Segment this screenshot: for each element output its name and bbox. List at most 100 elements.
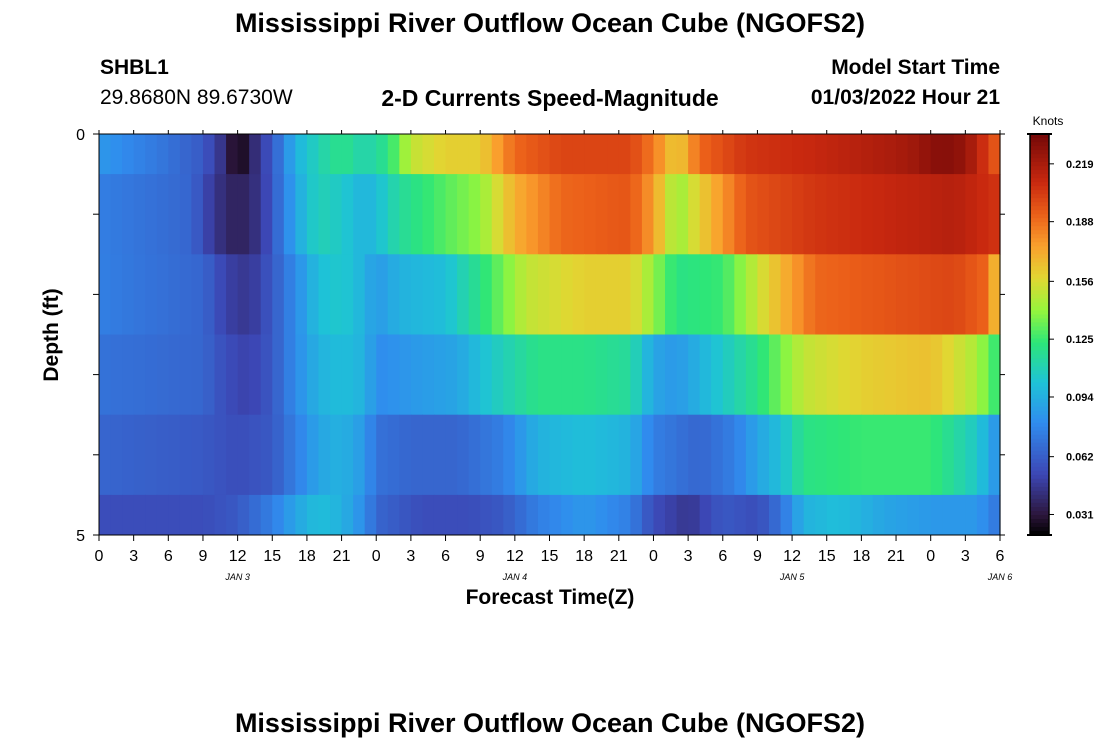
heatmap-cell — [318, 334, 331, 416]
colorbar-swatch — [1030, 266, 1049, 271]
heatmap-cell — [480, 174, 493, 255]
heatmap-cell — [722, 254, 735, 335]
heatmap-cell — [872, 494, 886, 536]
heatmap-cell — [422, 174, 435, 255]
heatmap-cell — [376, 254, 389, 335]
heatmap-cell — [641, 254, 655, 335]
y-tick-label: 0 — [76, 127, 85, 144]
heatmap-cell — [526, 254, 539, 335]
heatmap-cell — [803, 174, 816, 255]
colorbar-swatch — [1030, 470, 1049, 476]
colorbar-swatch — [1030, 442, 1049, 448]
heatmap-cell — [145, 494, 158, 536]
colorbar-swatch — [1030, 134, 1049, 139]
heatmap-cell — [792, 494, 805, 536]
colorbar-swatch — [1030, 206, 1049, 211]
heatmap-cell — [676, 494, 689, 536]
heatmap-cell — [226, 134, 239, 175]
heatmap-cell — [168, 414, 181, 496]
heatmap-cell — [341, 174, 354, 255]
heatmap-cell — [953, 414, 966, 496]
heatmap-cell — [630, 334, 643, 416]
colorbar-swatch — [1030, 498, 1049, 504]
colorbar-swatch — [1030, 450, 1049, 456]
heatmap-cell — [849, 254, 862, 335]
x-tick-label: 6 — [996, 548, 1005, 565]
heatmap-cell — [953, 254, 966, 335]
heatmap-cell — [503, 254, 516, 335]
heatmap-cell — [630, 254, 643, 335]
heatmap-cell — [584, 334, 597, 416]
colorbar-swatch — [1030, 146, 1049, 151]
heatmap-cell — [618, 494, 631, 536]
day-label: JAN 6 — [987, 572, 1013, 582]
heatmap-cell — [826, 494, 839, 536]
heatmap-cell — [572, 254, 585, 335]
heatmap-cell — [260, 254, 273, 335]
heatmap-cell — [734, 334, 747, 416]
heatmap-cell — [572, 414, 585, 496]
heatmap-cell — [330, 334, 343, 416]
heatmap-cell — [861, 254, 874, 335]
colorbar-swatch — [1030, 382, 1049, 388]
heatmap-cell — [849, 334, 862, 416]
heatmap-cell — [861, 334, 874, 416]
heatmap-cell — [884, 414, 897, 496]
heatmap-cell — [318, 254, 331, 335]
heatmap-cell — [99, 254, 112, 335]
heatmap-cell — [99, 414, 112, 496]
heatmap-cell — [491, 414, 504, 496]
heatmap-cell — [237, 134, 250, 175]
heatmap-cell — [145, 334, 158, 416]
colorbar-swatch — [1030, 270, 1049, 275]
heatmap-cell — [122, 414, 135, 496]
heatmap-cell — [815, 414, 828, 496]
heatmap-cell — [768, 134, 782, 175]
heatmap-cell — [826, 134, 839, 175]
heatmap-cell — [757, 174, 770, 255]
heatmap-cell — [838, 414, 851, 496]
colorbar-swatch — [1030, 214, 1049, 219]
x-tick-label: 0 — [649, 548, 658, 565]
heatmap-cell — [468, 494, 481, 536]
heatmap-cell — [272, 494, 285, 536]
heatmap-cell — [561, 414, 574, 496]
heatmap-cell — [861, 494, 874, 536]
heatmap-cell — [353, 414, 366, 496]
heatmap-cell — [503, 494, 516, 536]
x-tick-label: 3 — [129, 548, 138, 565]
heatmap-cell — [353, 334, 366, 416]
colorbar-tick-label: 0.094 — [1066, 392, 1094, 404]
heatmap-cell — [618, 334, 631, 416]
x-tick-label: 3 — [684, 548, 693, 565]
heatmap-cell — [318, 494, 331, 536]
heatmap-cell — [688, 254, 701, 335]
heatmap-cell — [584, 254, 597, 335]
heatmap-cell — [156, 494, 169, 536]
heatmap-cell — [353, 174, 366, 255]
heatmap-cells — [99, 134, 1001, 536]
heatmap-cell — [896, 134, 909, 175]
colorbar-tick-label: 0.156 — [1066, 276, 1094, 288]
colorbar-swatch — [1030, 162, 1049, 167]
heatmap-cell — [722, 334, 735, 416]
heatmap-cell — [503, 334, 516, 416]
heatmap-cell — [826, 414, 839, 496]
heatmap-cell — [711, 334, 724, 416]
heatmap-cell — [607, 174, 620, 255]
heatmap-cell — [838, 494, 851, 536]
colorbar: 0.219 0.188 0.156 0.125 0.094 0.062 0.031 — [1027, 133, 1094, 536]
colorbar-tick-label: 0.125 — [1066, 334, 1094, 346]
heatmap-cell — [272, 134, 285, 175]
heatmap-cell — [768, 334, 782, 416]
heatmap-cell — [792, 174, 805, 255]
heatmap-cell — [930, 134, 943, 175]
colorbar-swatch — [1030, 150, 1049, 155]
colorbar-swatch — [1030, 482, 1049, 488]
heatmap-cell — [780, 334, 793, 416]
heatmap-cell — [584, 174, 597, 255]
heatmap-cell — [537, 134, 551, 175]
heatmap-cell — [260, 134, 273, 175]
heatmap-cell — [202, 174, 216, 255]
x-tick-label: 21 — [333, 548, 351, 565]
